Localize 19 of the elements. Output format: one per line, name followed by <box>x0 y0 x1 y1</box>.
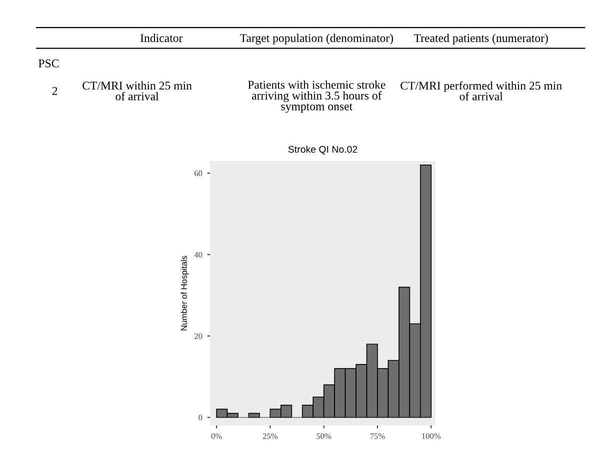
text: PSC <box>38 59 59 68</box>
y-tick-label: 40 <box>194 252 202 258</box>
text: 2 <box>52 87 58 95</box>
x-tick-label: 100% <box>422 433 441 440</box>
y-tick-label: 60 <box>194 170 202 176</box>
x-tick-label: 75% <box>370 433 385 440</box>
text: Indicator <box>140 34 183 42</box>
x-tick-label: 25% <box>262 433 278 440</box>
text: CT/MRI performed within 25 min of arrival <box>400 81 562 100</box>
text: CT/MRI within 25 min of arrival <box>82 81 192 100</box>
x-tick-label: 50% <box>316 433 332 440</box>
text: Treated patients (numerator) <box>414 34 548 44</box>
chart-title: Stroke QI No.02 <box>288 146 358 155</box>
y-axis-title: Number of Hospitals <box>180 256 189 330</box>
x-tick-label: 0% <box>211 433 222 440</box>
y-tick-label: 20 <box>194 333 202 339</box>
text: Target population (denominator) <box>240 34 394 44</box>
text: Patients with ischemic stroke arriving within 3.5 hours of symptom onset <box>248 80 386 113</box>
y-tick-label: 0 <box>198 414 202 420</box>
